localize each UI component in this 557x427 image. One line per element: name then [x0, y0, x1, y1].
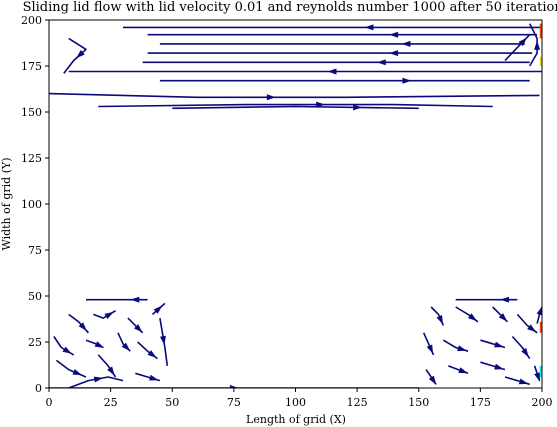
chart-title: Sliding lid flow with lid velocity 0.01 … — [23, 0, 557, 15]
x-axis-ticks: 0 25 50 75 100 125 150 175 200 — [46, 388, 553, 409]
streamline-arrow — [518, 378, 529, 385]
streamline — [53, 336, 75, 356]
streamline-arrow — [401, 40, 411, 47]
streamline-arrow — [107, 366, 115, 376]
streamline-arrow — [467, 313, 477, 322]
streamline-arrow — [458, 367, 468, 374]
streamlines-layer — [49, 23, 542, 388]
streamline-arrow — [149, 374, 159, 381]
streamline-arrow — [500, 296, 510, 303]
streamline-arrow — [389, 31, 399, 38]
streamline-arrow — [494, 341, 504, 348]
y-tick-label: 100 — [21, 198, 42, 211]
plot-area-frame — [48, 19, 543, 389]
streamline-arrow — [534, 372, 540, 382]
streamline — [172, 105, 419, 110]
streamline-arrow — [94, 341, 105, 348]
streamline-arrow — [389, 50, 399, 57]
streamline-arrow — [536, 306, 542, 316]
streamline-arrow — [518, 37, 527, 47]
y-tick-label: 125 — [21, 152, 42, 165]
y-tick-label: 200 — [21, 14, 42, 27]
x-tick-label: 75 — [227, 396, 241, 409]
y-tick-label: 0 — [35, 382, 42, 395]
streamline — [93, 310, 117, 319]
streamline-arrow — [402, 77, 412, 84]
streamline-arrow — [327, 68, 337, 75]
y-tick-label: 75 — [28, 244, 42, 257]
x-tick-label: 50 — [165, 396, 179, 409]
streamline-arrow — [104, 311, 114, 320]
y-tick-label: 50 — [28, 290, 42, 303]
x-tick-label: 0 — [46, 396, 53, 409]
y-tick-label: 175 — [21, 60, 42, 73]
x-tick-label: 175 — [470, 396, 491, 409]
y-tick-label: 25 — [28, 336, 42, 349]
streamline-arrow — [457, 345, 467, 352]
streamline — [49, 92, 540, 99]
streamline-arrow — [436, 315, 443, 325]
y-axis-label: Width of grid (Y) — [0, 157, 13, 250]
streamline-arrow — [498, 313, 508, 322]
streamline-arrow — [534, 40, 541, 50]
streamline-arrow — [134, 324, 143, 333]
streamline-arrow — [93, 376, 104, 383]
x-axis-label: Length of grid (X) — [246, 413, 346, 426]
streamline — [55, 359, 87, 378]
streamline-arrow — [76, 50, 85, 59]
streamline-arrow — [426, 344, 434, 354]
y-tick-label: 150 — [21, 106, 42, 119]
streamline-arrow — [376, 59, 386, 66]
x-tick-label: 125 — [347, 396, 368, 409]
streamline-arrow — [428, 375, 437, 385]
streamline-arrow — [494, 363, 504, 370]
y-axis-ticks: 0 25 50 75 100 125 150 175 200 — [21, 14, 49, 395]
streamline-arrow — [72, 368, 82, 376]
streamline-arrow — [121, 342, 131, 352]
streamline-arrow — [153, 305, 163, 314]
x-tick-label: 25 — [104, 396, 118, 409]
streamline-arrow — [78, 322, 87, 332]
streamline-arrow — [266, 94, 276, 101]
streamline-arrow — [521, 348, 529, 358]
x-tick-label: 200 — [532, 396, 553, 409]
streamline-arrow — [364, 24, 374, 31]
x-tick-label: 100 — [285, 396, 306, 409]
streamline-arrow — [62, 346, 72, 354]
streamline — [63, 37, 87, 74]
streamline-arrow — [130, 296, 140, 303]
x-tick-label: 150 — [408, 396, 429, 409]
streamline-arrow — [527, 324, 537, 333]
streamline-arrow — [160, 335, 166, 346]
streamline-arrow — [147, 350, 157, 358]
streamline-arrow — [353, 104, 363, 111]
streamline-arrow — [229, 385, 239, 388]
